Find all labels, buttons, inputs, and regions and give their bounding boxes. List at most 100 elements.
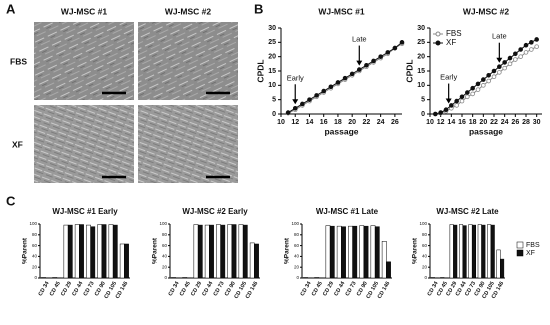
data-point — [534, 44, 539, 49]
y-tick-label: 20 — [162, 264, 168, 269]
bar — [112, 224, 118, 279]
bar — [453, 224, 458, 279]
y-tick-label: 40 — [32, 254, 38, 259]
bar — [500, 258, 505, 279]
y-tick-label: 25 — [417, 39, 425, 46]
data-point — [502, 65, 507, 71]
annotation: Late — [352, 35, 367, 44]
bar — [220, 224, 226, 279]
data-point — [364, 62, 369, 68]
legend-label: FBS — [446, 29, 462, 38]
data-point — [314, 93, 319, 98]
x-tick-label: 12 — [291, 119, 299, 126]
x-tick-label: 24 — [501, 119, 509, 126]
x-tick-label: 22 — [363, 119, 371, 126]
chart-title: WJ-MSC #1 Early — [52, 207, 118, 216]
panel-label: B — [254, 1, 263, 16]
data-point — [335, 80, 341, 85]
micrograph — [138, 105, 238, 183]
bar — [496, 249, 501, 279]
y-tick-label: 0 — [34, 275, 37, 280]
y-tick-label: 30 — [417, 25, 425, 32]
y-tick-label: 60 — [162, 243, 168, 248]
bar — [490, 224, 495, 279]
x-tick-label: 14 — [447, 119, 455, 126]
data-point — [470, 91, 475, 97]
data-point — [481, 77, 486, 82]
y-tick-label: 20 — [294, 264, 300, 269]
data-point — [513, 57, 518, 62]
data-point — [529, 47, 534, 52]
data-point — [349, 71, 355, 77]
annotation-arrowhead — [445, 98, 452, 104]
bar — [477, 224, 482, 279]
chart-title: WJ-MSC #2 — [463, 6, 510, 16]
y-axis-label: %Parent — [22, 237, 29, 264]
bar — [90, 226, 96, 279]
bar — [359, 225, 365, 279]
annotation-arrowhead — [292, 99, 299, 105]
y-tick-label: 0 — [164, 275, 167, 280]
data-point — [491, 68, 497, 74]
bar — [79, 224, 84, 279]
bar — [67, 224, 73, 279]
data-point — [507, 55, 513, 61]
bar — [52, 277, 58, 279]
bar — [352, 225, 358, 279]
y-tick-label: 100 — [419, 221, 427, 226]
x-tick-label: 10 — [277, 119, 285, 126]
bar — [63, 224, 69, 279]
legend-swatch — [516, 249, 524, 257]
x-tick-label: 10 — [426, 119, 434, 126]
data-point — [438, 110, 443, 115]
y-tick-label: 25 — [268, 39, 276, 46]
panel-label: A — [6, 1, 16, 16]
y-tick-label: 60 — [422, 243, 428, 248]
legend-marker — [435, 31, 441, 37]
x-tick-label: 18 — [469, 119, 477, 126]
data-point — [465, 90, 470, 95]
data-point — [399, 40, 405, 45]
y-tick-label: 5 — [421, 97, 425, 104]
data-point — [285, 110, 291, 115]
legend-swatch — [516, 241, 524, 249]
x-axis-label: passage — [324, 126, 358, 136]
bar — [341, 226, 346, 279]
data-point — [497, 64, 502, 69]
y-tick-label: 60 — [294, 243, 300, 248]
data-point — [378, 54, 383, 59]
bar — [303, 277, 308, 279]
y-tick-label: 60 — [32, 243, 38, 248]
chart-title: WJ-MSC #1 Late — [316, 207, 379, 216]
bar — [101, 224, 107, 279]
row-header: XF — [12, 139, 23, 149]
data-point — [433, 111, 438, 117]
data-point — [518, 54, 523, 59]
bar — [231, 224, 237, 279]
bar — [193, 224, 199, 279]
x-tick-label: 30 — [533, 119, 541, 126]
bar — [370, 225, 376, 279]
bar — [440, 277, 445, 279]
bar — [216, 224, 221, 279]
bar — [171, 277, 176, 279]
bar — [41, 277, 46, 279]
y-axis-label: CPDL — [255, 59, 265, 82]
bar — [209, 224, 214, 279]
bar — [381, 241, 387, 279]
y-tick-label: 15 — [417, 68, 425, 75]
y-axis-label: %Parent — [412, 237, 419, 264]
bar — [238, 224, 244, 279]
data-point — [470, 85, 475, 91]
bar — [182, 277, 188, 279]
annotation: Late — [492, 32, 507, 41]
data-point — [518, 47, 523, 52]
chart-title: WJ-MSC #1 — [318, 6, 365, 16]
y-tick-label: 30 — [268, 25, 276, 32]
legend-label: XF — [446, 38, 456, 47]
data-point — [454, 103, 459, 108]
panel-label: C — [6, 193, 16, 208]
y-tick-label: 0 — [296, 275, 299, 280]
x-tick-label: 26 — [391, 119, 399, 126]
data-point — [491, 74, 497, 80]
